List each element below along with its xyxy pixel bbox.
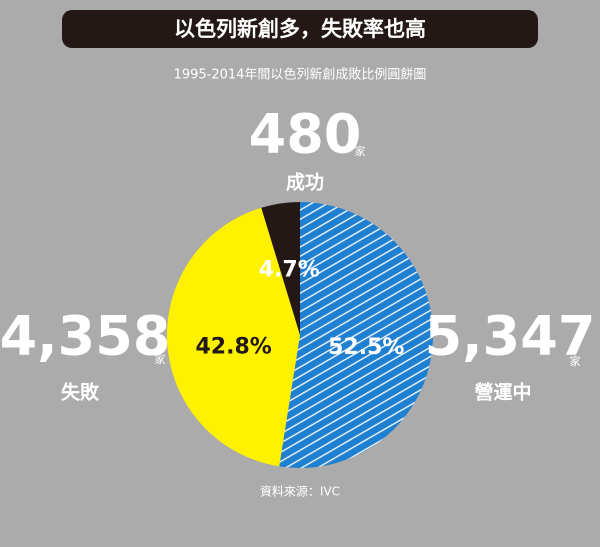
title-bar <box>62 10 538 48</box>
slice-label: 42.8% <box>195 335 271 360</box>
unit-label: 家 <box>355 144 366 158</box>
unit-label: 家 <box>570 354 581 368</box>
chart-subtitle: 1995-2014年間以色列新創成敗比例圓餅圖 <box>174 67 427 83</box>
pie-slice <box>261 202 300 335</box>
pie-slice <box>166 207 300 467</box>
source-note: 資料來源：IVC <box>260 485 340 499</box>
chart-title: 以色列新創多，失敗率也高 <box>174 17 426 41</box>
category-label: 營運中 <box>474 381 531 404</box>
count-label: 480 <box>249 103 362 166</box>
slice-label: 4.7% <box>259 258 320 283</box>
category-label: 成功 <box>286 171 324 194</box>
unit-label: 家 <box>155 352 166 366</box>
count-label: 4,358 <box>0 305 170 368</box>
pie-slice <box>279 202 433 468</box>
count-label: 5,347 <box>425 305 596 368</box>
category-label: 失敗 <box>61 381 100 404</box>
slice-label: 52.5% <box>328 335 404 360</box>
